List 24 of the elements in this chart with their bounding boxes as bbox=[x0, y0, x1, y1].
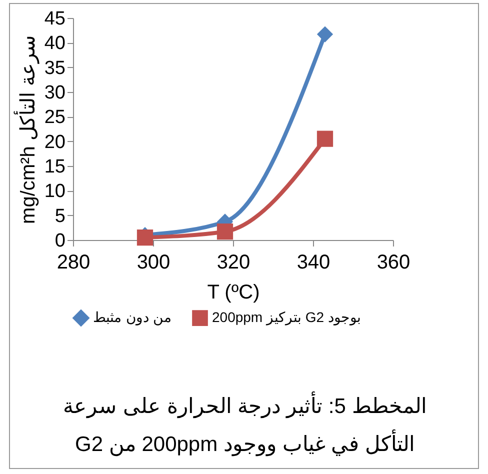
x-tick-label: 360 bbox=[376, 252, 410, 274]
x-tick-label: 300 bbox=[136, 252, 170, 274]
y-tick-label: 45 bbox=[44, 8, 66, 30]
x-tick-label: 280 bbox=[56, 252, 90, 274]
y-tick-label: 10 bbox=[44, 181, 66, 202]
x-axis-title: T (ºC) bbox=[207, 282, 260, 304]
y-tick-label: 0 bbox=[54, 230, 66, 252]
legend-label: من دون مثبط bbox=[93, 309, 172, 326]
x-tick-label: 320 bbox=[216, 252, 250, 274]
y-tick-label: 40 bbox=[44, 33, 66, 54]
point bbox=[136, 229, 154, 246]
y-tick-label: 30 bbox=[44, 82, 66, 104]
point bbox=[216, 224, 234, 240]
y-tick-label: 20 bbox=[44, 132, 66, 153]
y-tick-label: 35 bbox=[44, 58, 66, 79]
text: المخطط 5: تأثير درجة الحرارة على سرعة التأكل في غياب ووجود 200ppm من G2 bbox=[62, 390, 428, 458]
y-tick-label: 15 bbox=[44, 156, 66, 178]
x-tick-label: 340 bbox=[296, 252, 330, 274]
y-tick-label: 25 bbox=[44, 107, 66, 128]
y-tick-label: 5 bbox=[54, 206, 66, 227]
legend-label: بوجود G2 بتركيز 200ppm bbox=[212, 309, 361, 326]
y-axis-title: mg/cm²h سرعة التأكل bbox=[13, 35, 40, 224]
point bbox=[316, 26, 334, 42]
point bbox=[316, 130, 334, 147]
